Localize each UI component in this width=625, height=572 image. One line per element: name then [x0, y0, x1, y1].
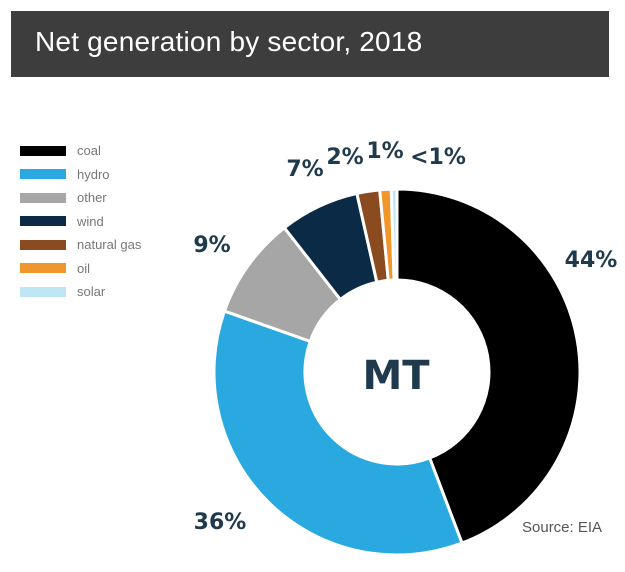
legend-swatch-other [20, 192, 66, 203]
legend-label-oil: oil [77, 260, 91, 276]
legend-item-natural-gas: natural gas [20, 233, 141, 257]
source-note: Source: EIA [522, 519, 603, 536]
legend: coal hydro other wind natural gas oil so… [20, 139, 141, 304]
slice-coal [395, 187, 582, 546]
legend-item-solar: solar [20, 280, 141, 304]
pct-label-hydro: 36% [194, 510, 247, 535]
pct-label-oil: 1% [366, 139, 403, 164]
pct-label-natural-gas: 2% [326, 145, 363, 170]
legend-swatch-coal [20, 145, 66, 156]
slice-solar [389, 187, 399, 282]
title-bar: Net generation by sector, 2018 [11, 11, 609, 77]
pct-label-coal: 44% [565, 248, 618, 273]
legend-item-coal: coal [20, 139, 141, 163]
pct-label-wind: 7% [286, 157, 323, 182]
legend-label-solar: solar [77, 284, 106, 300]
legend-label-hydro: hydro [77, 166, 110, 182]
legend-label-other: other [77, 190, 107, 206]
legend-label-natural-gas: natural gas [77, 237, 142, 253]
legend-swatch-oil [20, 263, 66, 274]
center-label: MT [362, 353, 430, 399]
legend-item-other: other [20, 186, 141, 210]
percent-labels: 44% 36% 9% 7% 2% 1% <1% [193, 139, 617, 535]
pct-label-other: 9% [193, 233, 230, 258]
legend-swatch-hydro [20, 169, 66, 180]
chart-title: Net generation by sector, 2018 [35, 26, 423, 57]
legend-item-hydro: hydro [20, 163, 141, 187]
legend-swatch-natural-gas [20, 239, 66, 250]
legend-item-wind: wind [20, 210, 141, 234]
legend-label-wind: wind [77, 213, 104, 229]
donut-slices [212, 187, 582, 557]
slice-hydro [212, 309, 464, 557]
legend-swatch-solar [20, 286, 66, 297]
legend-item-oil: oil [20, 257, 141, 281]
legend-label-coal: coal [77, 143, 101, 159]
legend-swatch-wind [20, 216, 66, 227]
pct-label-solar: <1% [410, 145, 466, 170]
